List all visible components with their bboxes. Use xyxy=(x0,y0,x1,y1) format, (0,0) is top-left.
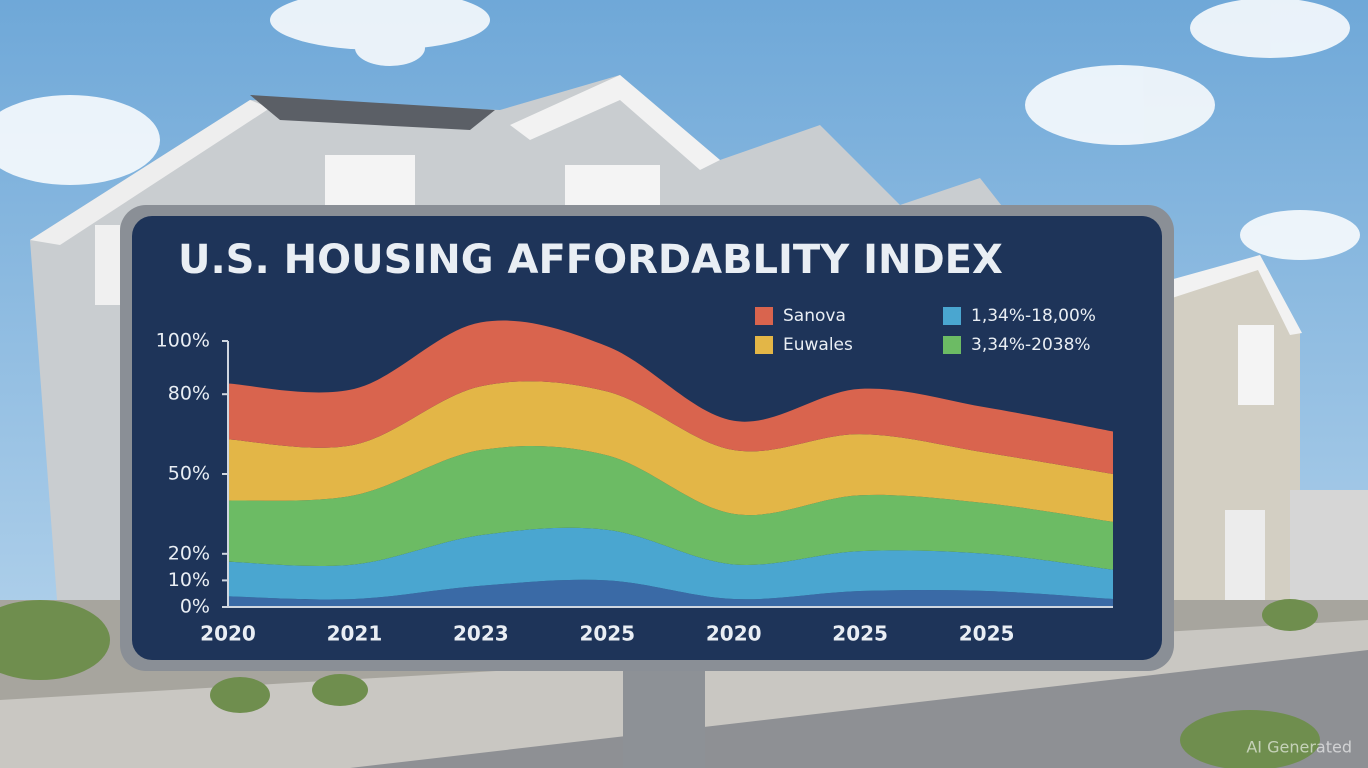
y-tick-label: 100% xyxy=(156,330,210,352)
watermark: AI Generated xyxy=(1246,738,1352,757)
x-tick-label: 2020 xyxy=(200,622,256,646)
legend-label: Euwales xyxy=(783,335,853,355)
legend-swatch xyxy=(755,307,773,325)
legend-swatch xyxy=(943,307,961,325)
area xyxy=(228,579,1113,607)
x-tick-label: 2025 xyxy=(959,622,1015,646)
chart-title: U.S. HOUSING AFFORDABLITY INDEX xyxy=(178,237,1003,283)
legend-label: 1,34%-18,00% xyxy=(971,306,1096,326)
legend-label: Sanova xyxy=(783,306,846,326)
x-tick-label: 2021 xyxy=(327,622,383,646)
y-tick-label: 50% xyxy=(168,463,210,485)
legend-swatch xyxy=(755,336,773,354)
area xyxy=(228,381,1113,522)
sign-post xyxy=(623,668,705,768)
y-tick-label: 0% xyxy=(180,596,210,618)
area xyxy=(228,527,1113,600)
legend-label: 3,34%-2038% xyxy=(971,335,1091,355)
shrubs xyxy=(0,599,1320,768)
y-tick-label: 20% xyxy=(168,542,210,564)
clouds xyxy=(0,0,1360,260)
y-tick-label: 10% xyxy=(168,569,210,591)
area xyxy=(228,445,1113,570)
road xyxy=(350,650,1368,768)
y-tick-label: 80% xyxy=(168,383,210,405)
x-tick-label: 2025 xyxy=(832,622,888,646)
x-tick-label: 2025 xyxy=(579,622,635,646)
area xyxy=(228,320,1113,474)
x-tick-label: 2020 xyxy=(706,622,762,646)
x-tick-label: 2023 xyxy=(453,622,509,646)
legend-swatch xyxy=(943,336,961,354)
